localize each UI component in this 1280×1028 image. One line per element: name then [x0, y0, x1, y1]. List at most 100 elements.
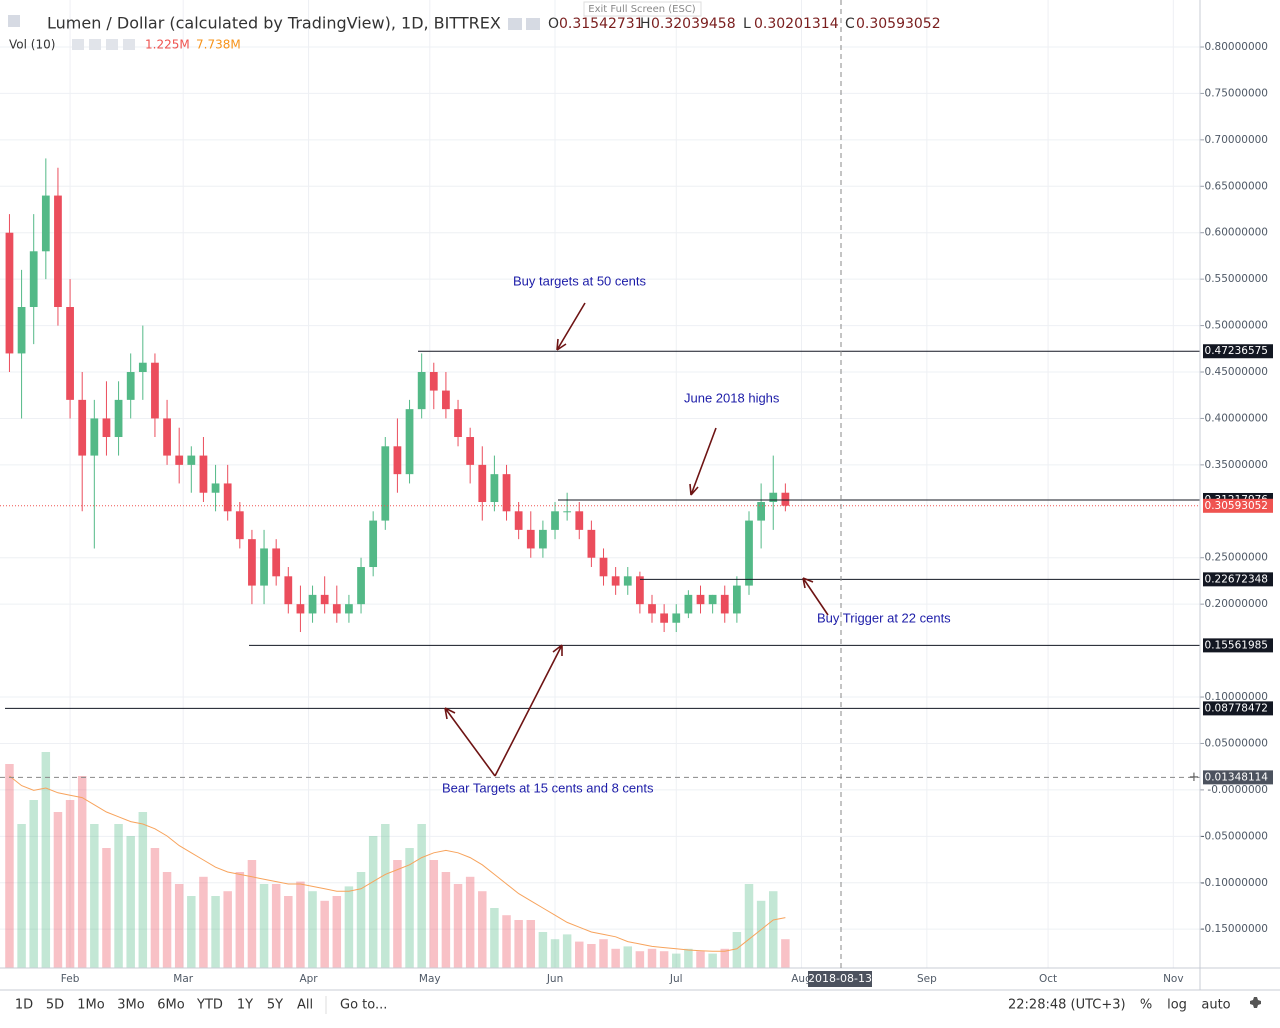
candle-body — [684, 594, 693, 614]
candle-body — [720, 594, 729, 614]
y-tick-label: 0.50000000 — [1205, 320, 1268, 332]
arrow — [556, 302, 586, 351]
volume-bar — [550, 939, 560, 968]
volume-bar — [526, 920, 536, 968]
goto-button[interactable]: Go to... — [340, 998, 387, 1013]
volume-bar — [405, 848, 414, 968]
range-button[interactable]: 1Mo — [77, 998, 104, 1013]
ohlc-key: L — [743, 16, 751, 32]
volume-bar — [344, 886, 354, 968]
candle-body — [126, 372, 135, 400]
candle-body — [514, 511, 523, 530]
volume-bar — [150, 848, 160, 968]
range-button[interactable]: 5Y — [267, 998, 283, 1013]
y-tick-label: 0.55000000 — [1205, 273, 1268, 285]
range-button[interactable]: All — [297, 998, 313, 1013]
icon[interactable] — [72, 39, 84, 50]
volume-bar — [635, 951, 645, 968]
volume-bar — [77, 776, 87, 968]
candle-body — [672, 613, 681, 623]
candle-body — [211, 483, 220, 493]
arrows — [444, 302, 829, 777]
volume-bar — [138, 812, 148, 968]
level-label-box — [1203, 572, 1273, 587]
candle-body — [478, 464, 487, 503]
arrow — [494, 644, 563, 777]
hide-icon[interactable] — [526, 18, 540, 30]
candle-body — [381, 446, 390, 521]
volume-bar — [65, 800, 75, 968]
level-label-box — [1203, 701, 1273, 716]
volume-bar — [5, 764, 14, 968]
volume-bar — [114, 824, 123, 968]
volume-bar — [611, 948, 620, 968]
y-tick-label: -0.15000000 — [1201, 923, 1268, 935]
candle-body — [260, 548, 268, 586]
range-button[interactable]: YTD — [196, 998, 223, 1013]
volume-bar — [199, 876, 208, 968]
level-label: 0.22672348 — [1205, 573, 1268, 585]
volume-bar — [514, 920, 523, 968]
y-tick-label: 0.40000000 — [1205, 412, 1268, 424]
exit-full-screen[interactable] — [583, 1, 702, 17]
volume-bar — [429, 860, 439, 968]
icon[interactable] — [106, 39, 118, 50]
scale-option[interactable]: auto — [1201, 998, 1230, 1013]
volume-bar — [781, 939, 790, 968]
range-button[interactable]: 1Y — [237, 998, 253, 1013]
candle-body — [502, 474, 511, 512]
collapse-icon[interactable] — [8, 15, 20, 27]
candle-body — [551, 511, 559, 530]
crosshair-price: 0.01348114 — [1205, 771, 1269, 783]
candle-body — [575, 511, 584, 530]
volume-bar — [478, 891, 487, 968]
arrow — [689, 427, 717, 496]
candle-body — [90, 418, 99, 456]
candle-body — [187, 455, 196, 465]
x-tick-label: Apr — [299, 973, 318, 985]
volume-bar — [271, 884, 281, 968]
candle-body — [490, 474, 499, 503]
volume-bar — [247, 860, 257, 968]
volume-bar — [720, 948, 729, 968]
ohlc-key: H — [640, 16, 651, 32]
candle-body — [708, 594, 717, 605]
icon[interactable] — [89, 39, 101, 50]
y-tick-label: 0.45000000 — [1205, 366, 1268, 378]
range-button[interactable]: 3Mo — [117, 998, 144, 1013]
range-button[interactable]: 5D — [46, 998, 64, 1013]
candle-body — [296, 604, 305, 614]
candle-body — [345, 604, 353, 614]
candle-body — [78, 399, 87, 456]
scale-option[interactable]: log — [1167, 998, 1187, 1013]
volume-bar — [696, 951, 705, 968]
volume-bar — [187, 896, 196, 968]
settings-icon[interactable] — [508, 18, 522, 30]
volume-bar — [308, 891, 317, 968]
level-label: 0.08778472 — [1205, 702, 1268, 714]
volume-bar — [417, 824, 426, 968]
x-tick-label: Nov — [1163, 973, 1184, 985]
candle-body — [308, 594, 317, 614]
volume-bar — [41, 752, 51, 968]
range-button[interactable]: 6Mo — [157, 998, 184, 1013]
arrow — [444, 707, 496, 777]
candle-body — [320, 594, 329, 605]
volume-bar — [672, 953, 681, 968]
candle-body — [272, 548, 281, 577]
candle-body — [163, 418, 171, 456]
x-tick-label: May — [419, 973, 441, 985]
icon[interactable] — [123, 39, 135, 50]
volume-bar — [587, 944, 596, 968]
range-button[interactable]: 1D — [15, 998, 33, 1013]
volume-bar — [441, 872, 451, 968]
volume-bar — [284, 896, 293, 968]
y-tick-label: 0.35000000 — [1205, 459, 1268, 471]
y-tick-label: 0.10000000 — [1205, 691, 1268, 703]
settings-gear[interactable] — [1250, 997, 1261, 1008]
candle-body — [223, 483, 232, 512]
y-tick-label: 0.75000000 — [1205, 87, 1268, 99]
volume-bar — [659, 951, 669, 968]
scale-option[interactable]: % — [1140, 998, 1152, 1013]
